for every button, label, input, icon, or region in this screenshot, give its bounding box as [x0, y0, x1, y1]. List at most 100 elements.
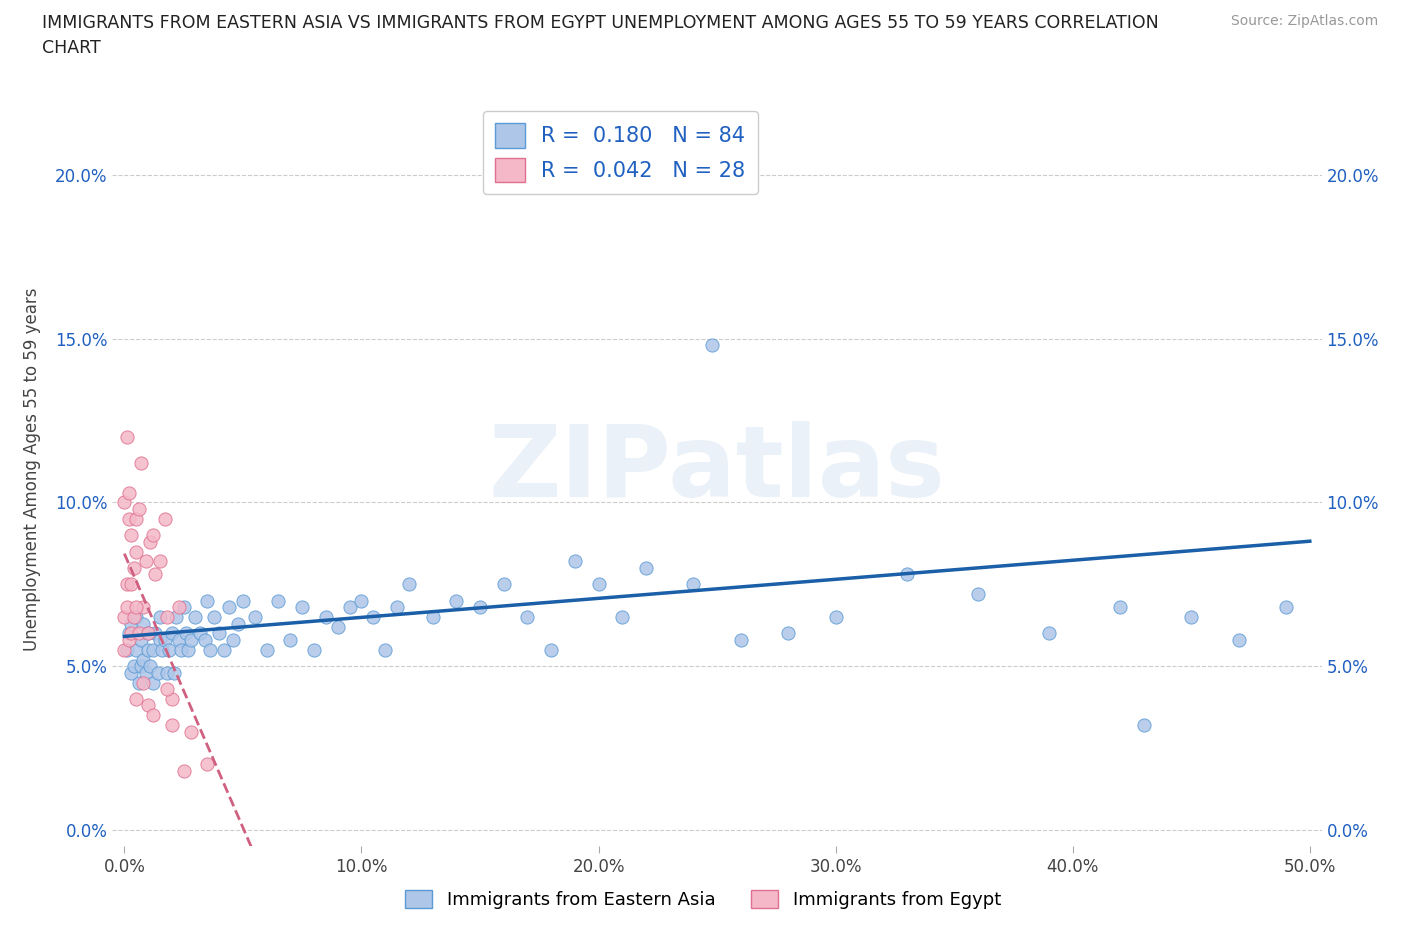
Point [120, 665, 142, 680]
Legend: R =  0.180   N = 84, R =  0.042   N = 28: R = 0.180 N = 84, R = 0.042 N = 28 [482, 111, 758, 194]
Point [118, 626, 141, 641]
Point [198, 643, 221, 658]
Point [122, 609, 145, 624]
Point [702, 338, 724, 352]
Point [232, 593, 254, 608]
Point [120, 626, 142, 641]
Point [120, 527, 142, 542]
Point [142, 643, 165, 658]
Point [243, 609, 266, 624]
Point [118, 632, 141, 647]
Point [129, 456, 152, 471]
Point [135, 554, 157, 569]
Point [163, 665, 186, 680]
Point [374, 643, 396, 658]
Point [398, 577, 420, 591]
Point [177, 643, 200, 658]
Point [125, 544, 148, 559]
Point [1275, 600, 1298, 615]
Point [446, 593, 468, 608]
Point [302, 643, 325, 658]
Point [156, 665, 179, 680]
Point [291, 600, 314, 615]
Point [706, 167, 728, 182]
Point [143, 567, 166, 582]
Point [122, 658, 145, 673]
Point [208, 626, 231, 641]
Point [136, 698, 159, 713]
Point [132, 600, 155, 615]
Point [422, 609, 444, 624]
Point [195, 757, 218, 772]
Point [612, 609, 634, 624]
Point [139, 534, 162, 549]
Point [136, 626, 159, 641]
Point [1109, 600, 1132, 615]
Point [730, 632, 752, 647]
Point [132, 652, 155, 667]
Point [157, 643, 180, 658]
Point [1133, 718, 1156, 733]
Point [160, 626, 183, 641]
Point [146, 665, 169, 680]
Point [160, 692, 183, 707]
Point [149, 609, 172, 624]
Point [492, 577, 515, 591]
Point [132, 675, 155, 690]
Point [136, 626, 159, 641]
Point [122, 561, 145, 576]
Point [682, 577, 704, 591]
Text: ZIPatlas: ZIPatlas [489, 421, 945, 518]
Point [540, 643, 562, 658]
Point [115, 600, 138, 615]
Point [350, 593, 373, 608]
Point [149, 632, 172, 647]
Point [142, 675, 165, 690]
Point [112, 495, 135, 510]
Point [125, 692, 148, 707]
Point [1038, 626, 1060, 641]
Point [115, 643, 138, 658]
Point [128, 501, 150, 516]
Point [142, 708, 165, 723]
Text: CHART: CHART [42, 39, 101, 57]
Point [132, 617, 155, 631]
Point [222, 632, 245, 647]
Point [149, 554, 172, 569]
Point [125, 643, 148, 658]
Y-axis label: Unemployment Among Ages 55 to 59 years: Unemployment Among Ages 55 to 59 years [24, 288, 41, 651]
Point [339, 600, 361, 615]
Point [326, 619, 349, 634]
Point [135, 665, 157, 680]
Point [468, 600, 491, 615]
Point [1227, 632, 1250, 647]
Point [778, 626, 800, 641]
Point [173, 600, 195, 615]
Point [361, 609, 384, 624]
Point [966, 587, 988, 602]
Point [166, 609, 188, 624]
Point [634, 561, 657, 576]
Point [564, 554, 586, 569]
Point [153, 632, 176, 647]
Point [278, 632, 301, 647]
Point [167, 632, 190, 647]
Point [167, 600, 190, 615]
Point [267, 593, 290, 608]
Point [170, 643, 193, 658]
Point [129, 658, 152, 673]
Point [824, 609, 846, 624]
Point [156, 682, 179, 697]
Point [174, 626, 197, 641]
Point [184, 609, 207, 624]
Point [153, 512, 176, 526]
Point [180, 724, 202, 739]
Point [212, 643, 235, 658]
Point [112, 643, 135, 658]
Point [218, 600, 240, 615]
Legend: Immigrants from Eastern Asia, Immigrants from Egypt: Immigrants from Eastern Asia, Immigrants… [398, 883, 1008, 916]
Point [226, 617, 249, 631]
Point [136, 643, 159, 658]
Point [115, 430, 138, 445]
Point [125, 609, 148, 624]
